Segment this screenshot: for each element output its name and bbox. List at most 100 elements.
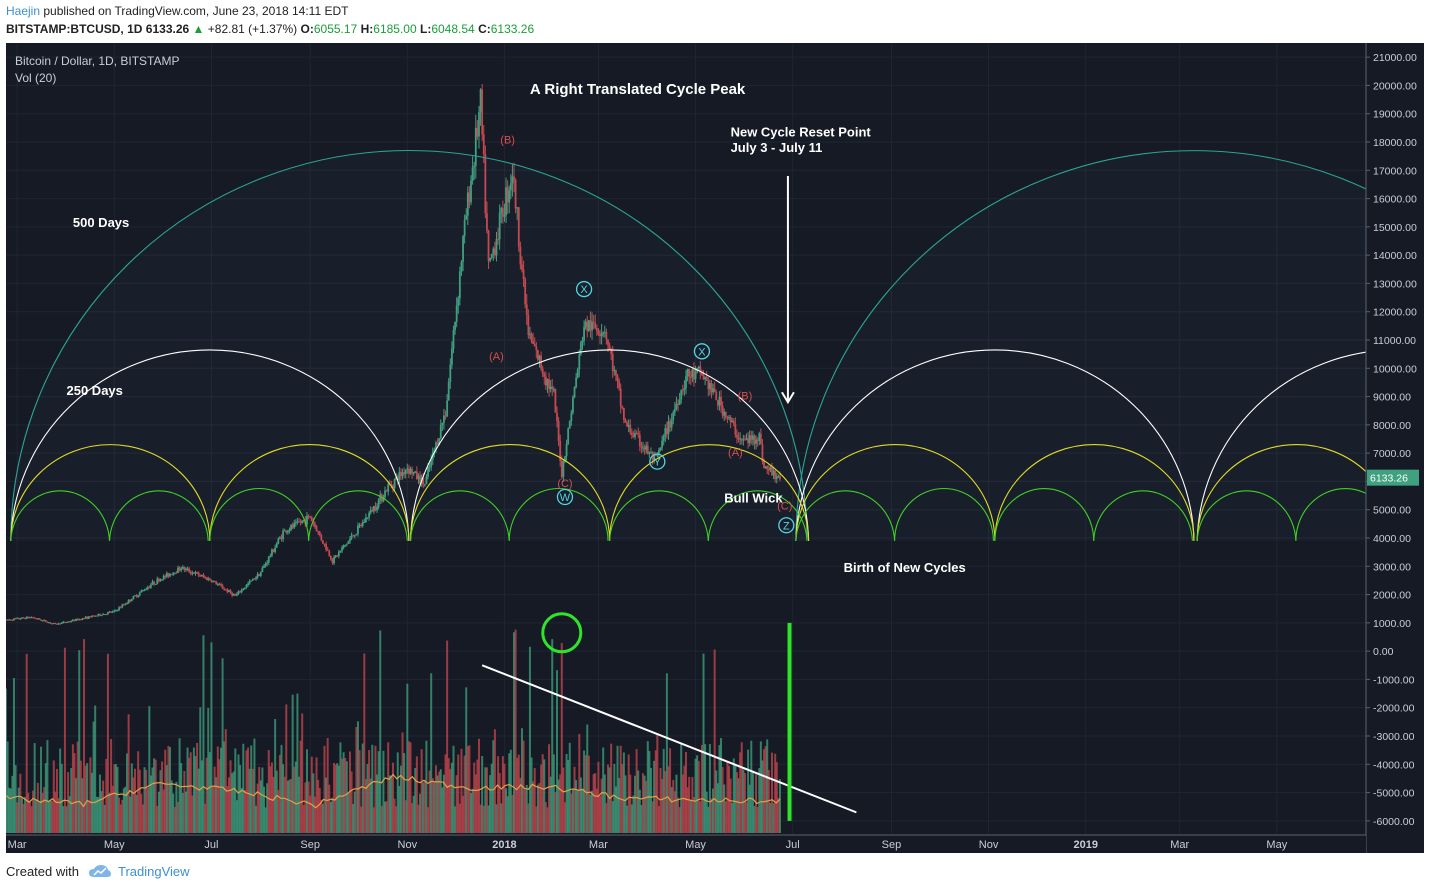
volume-bar: [22, 804, 25, 833]
candle-body: [436, 442, 439, 445]
volume-bar: [694, 758, 697, 833]
volume-bar: [753, 806, 756, 833]
candle-body: [314, 523, 316, 527]
volume-bar: [605, 803, 608, 833]
volume-bar: [766, 739, 769, 833]
time-tick-label: 2018: [492, 839, 516, 851]
volume-bar: [54, 791, 57, 833]
wave-label: Z: [783, 520, 790, 532]
candle-body: [188, 568, 191, 573]
volume-bar: [530, 757, 533, 833]
candle-body: [551, 386, 554, 390]
cycle-62-arc: [308, 490, 408, 541]
volume-bar: [167, 745, 170, 833]
volume-bar: [770, 752, 773, 833]
volume-bar: [718, 745, 721, 833]
price-tick-label: 7000.00: [1373, 448, 1411, 460]
volume-bar: [430, 673, 433, 833]
candle-body: [243, 587, 246, 589]
btc-chart-svg[interactable]: A Right Translated Cycle Peak New Cycle R…: [5, 43, 1431, 853]
cycle-62-arc: [609, 490, 709, 541]
price-change: +82.81 (+1.37%): [207, 22, 298, 36]
volume-bar: [154, 759, 157, 833]
candle-body: [302, 519, 305, 521]
volume-bar: [516, 757, 519, 833]
volume-bar: [619, 745, 622, 833]
cycle-62-arc: [1196, 490, 1297, 541]
volume-bar: [46, 740, 49, 833]
volume-bar: [471, 788, 474, 833]
tradingview-brand-link[interactable]: TradingView: [118, 864, 190, 879]
volume-bar: [258, 767, 261, 833]
candle-body: [44, 620, 47, 622]
volume-bar: [328, 784, 331, 833]
volume-bar: [356, 721, 359, 833]
price-scale[interactable]: 21000.00 20000.00 19000.00 18000.00 17000.00…: [1366, 52, 1419, 828]
time-tick-label: Mar: [8, 839, 27, 851]
candle-body: [443, 415, 445, 423]
wave-label: (A): [728, 447, 743, 459]
candle-body: [458, 271, 461, 299]
candle-body: [493, 248, 496, 256]
candle-body: [466, 192, 469, 216]
candle-body: [527, 315, 530, 336]
volume-bar: [266, 783, 269, 833]
candle-body: [181, 567, 184, 569]
candle-body: [479, 89, 482, 113]
volume-bar: [444, 754, 447, 833]
low-label: L:: [420, 22, 432, 36]
candle-body: [621, 406, 624, 408]
volume-bar: [363, 653, 366, 833]
candle-body: [508, 190, 511, 203]
candle-body: [11, 620, 14, 622]
volume-bar: [657, 805, 660, 833]
candle-body: [312, 521, 315, 524]
volume-bar: [16, 802, 19, 833]
volume-bar: [692, 797, 695, 833]
volume-bar: [181, 793, 184, 833]
volume-ma-line: [5, 773, 781, 809]
time-tick-label: May: [104, 839, 125, 851]
candle-body: [710, 383, 713, 393]
volume-bar: [384, 801, 387, 833]
price-chart-panel[interactable]: A Right Translated Cycle Peak New Cycle R…: [5, 43, 1431, 853]
author-link[interactable]: Haejin: [6, 4, 41, 18]
volume-bar: [224, 729, 227, 833]
candle-body: [538, 355, 541, 360]
candle-body: [9, 619, 12, 621]
volume-bar: [477, 738, 480, 833]
candle-body: [108, 611, 111, 613]
grid-layer: [6, 43, 1366, 835]
candle-body: [175, 572, 178, 574]
time-scale[interactable]: Mar May Jul Sep Nov 2018 Mar May Jul Sep Nov 2019 Ma…: [8, 839, 1288, 851]
annotation-text: 500 Days: [73, 215, 129, 230]
volume-bar: [720, 738, 723, 833]
cycle-62-arc: [409, 490, 510, 541]
volume-bar: [121, 799, 124, 833]
candle-body: [309, 516, 312, 518]
candle-body: [497, 238, 499, 240]
volume-bar: [20, 797, 23, 833]
candle-body: [64, 621, 66, 623]
price-tick-label: 11000.00: [1373, 335, 1416, 347]
created-with-text: Created with: [6, 864, 79, 879]
candle-body: [250, 580, 253, 582]
volume-bar: [740, 742, 743, 833]
volume-bar: [441, 787, 444, 833]
candle-body: [288, 530, 291, 532]
volume-bar: [422, 782, 425, 833]
candle-body: [425, 476, 428, 485]
candle-body: [385, 490, 388, 492]
volume-bar: [705, 791, 708, 833]
candle-body: [701, 372, 703, 375]
volume-bar: [304, 782, 307, 833]
candle-body: [263, 565, 265, 568]
candle-body: [185, 568, 187, 570]
volume-bar: [192, 747, 195, 833]
candle-body: [191, 572, 194, 574]
volume-bar: [25, 653, 28, 833]
candle-body: [49, 622, 52, 624]
volume-bar: [231, 773, 234, 833]
candle-body: [428, 466, 431, 468]
volume-bar: [313, 796, 316, 833]
